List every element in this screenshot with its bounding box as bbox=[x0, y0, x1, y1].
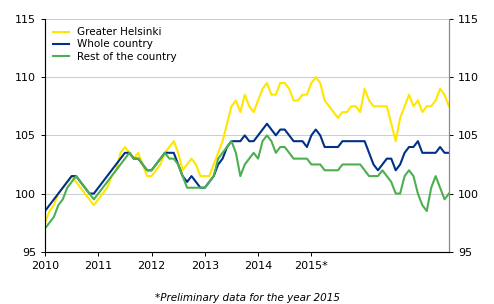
Rest of the country bbox=[42, 227, 48, 230]
Greater Helsinki bbox=[313, 75, 319, 79]
Greater Helsinki bbox=[370, 105, 376, 108]
Line: Rest of the country: Rest of the country bbox=[45, 135, 449, 229]
Greater Helsinki bbox=[42, 221, 48, 224]
Greater Helsinki bbox=[282, 81, 288, 85]
Whole country bbox=[384, 157, 390, 161]
Whole country bbox=[264, 122, 270, 126]
Rest of the country bbox=[370, 174, 376, 178]
Whole country bbox=[370, 163, 376, 166]
Rest of the country bbox=[264, 133, 270, 137]
Whole country bbox=[446, 151, 452, 155]
Greater Helsinki bbox=[362, 87, 368, 91]
Rest of the country bbox=[344, 163, 350, 166]
Rest of the country bbox=[446, 192, 452, 195]
Rest of the country bbox=[286, 151, 292, 155]
Legend: Greater Helsinki, Whole country, Rest of the country: Greater Helsinki, Whole country, Rest of… bbox=[50, 24, 180, 65]
Rest of the country bbox=[384, 174, 390, 178]
Whole country bbox=[344, 139, 350, 143]
Text: *Preliminary data for the year 2015: *Preliminary data for the year 2015 bbox=[155, 293, 339, 303]
Greater Helsinki bbox=[366, 98, 372, 102]
Greater Helsinki bbox=[384, 105, 390, 108]
Line: Whole country: Whole country bbox=[45, 124, 449, 211]
Greater Helsinki bbox=[446, 105, 452, 108]
Whole country bbox=[42, 209, 48, 213]
Rest of the country bbox=[362, 168, 368, 172]
Whole country bbox=[362, 139, 368, 143]
Whole country bbox=[366, 151, 372, 155]
Rest of the country bbox=[366, 174, 372, 178]
Line: Greater Helsinki: Greater Helsinki bbox=[45, 77, 449, 223]
Whole country bbox=[286, 133, 292, 137]
Greater Helsinki bbox=[344, 110, 350, 114]
